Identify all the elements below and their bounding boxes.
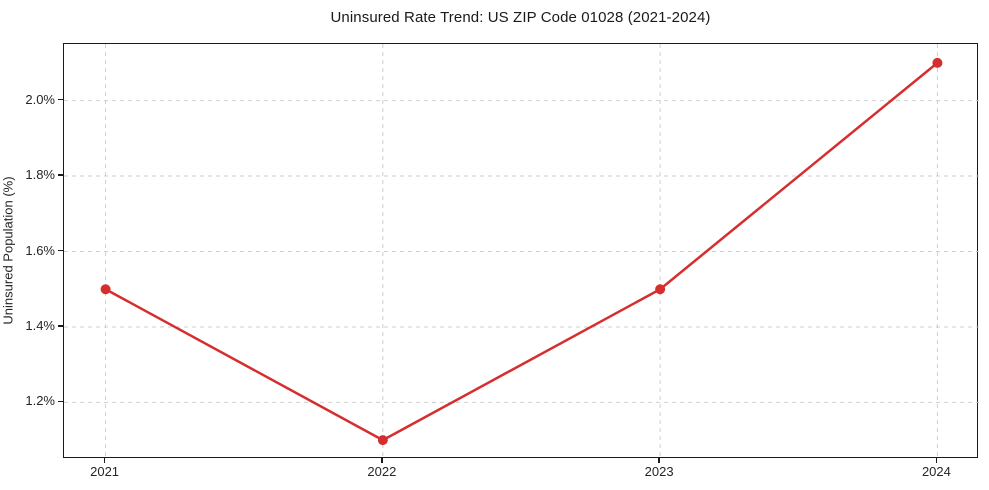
y-axis-tick-label: 1.2%	[25, 393, 55, 409]
y-axis-tick-mark	[58, 98, 63, 101]
data-point-marker	[377, 435, 388, 446]
data-point-marker	[655, 284, 666, 295]
x-axis-tick-label: 2021	[90, 464, 120, 479]
trend-line	[104, 61, 939, 442]
data-point-marker	[100, 284, 111, 295]
x-axis-tick-label: 2024	[921, 464, 951, 479]
x-axis-tick-label: 2022	[367, 464, 397, 479]
y-axis-tick-label: 1.8%	[25, 167, 55, 183]
y-axis-tick-label: 1.6%	[25, 242, 55, 258]
x-axis-tick-mark	[103, 458, 106, 463]
chart-title: Uninsured Rate Trend: US ZIP Code 01028 …	[330, 9, 711, 26]
data-point-marker	[932, 57, 943, 68]
y-axis-tick-label: 1.4%	[25, 317, 55, 333]
y-axis-tick-mark	[58, 174, 63, 176]
line-chart-svg	[64, 44, 979, 459]
x-axis-tick-mark	[381, 458, 383, 463]
plot-area	[63, 43, 979, 459]
x-axis-tick-label: 2023	[644, 464, 674, 479]
y-axis-tick-mark	[58, 249, 63, 252]
x-axis-tick-mark	[935, 458, 938, 463]
y-axis-tick-label: 2.0%	[25, 91, 55, 107]
y-axis-tick-mark	[58, 400, 63, 403]
y-axis-tick-mark	[58, 325, 63, 327]
x-axis-tick-mark	[658, 458, 660, 463]
